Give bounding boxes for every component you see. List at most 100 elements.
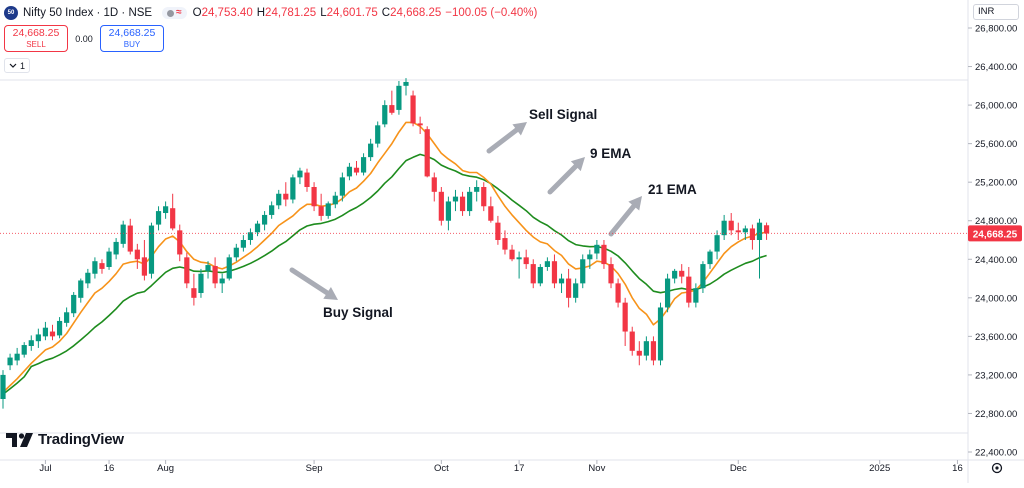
- candle: [148, 222, 155, 279]
- candle-body: [134, 249, 140, 260]
- candle-body: [396, 85, 402, 110]
- candle-body: [657, 307, 664, 361]
- candle: [240, 235, 246, 252]
- candle-body: [49, 331, 56, 337]
- candle: [184, 252, 190, 289]
- candle-body: [360, 157, 367, 173]
- price-tick-label: 22,800.00: [975, 409, 1017, 420]
- candle-body: [382, 105, 388, 125]
- candle: [594, 240, 600, 260]
- sell-signal-arrow: [486, 122, 527, 154]
- candle-body: [64, 312, 70, 323]
- candle-body: [615, 283, 621, 303]
- candle: [580, 254, 586, 289]
- candle-body: [42, 327, 49, 337]
- candle: [467, 187, 473, 216]
- candle-body: [7, 357, 13, 366]
- candle-body: [184, 257, 190, 284]
- candle: [261, 211, 268, 231]
- symbol-title[interactable]: Nifty 50 Index · 1D · NSE: [23, 7, 153, 19]
- gear-hub: [995, 466, 999, 470]
- candle: [657, 302, 664, 366]
- market-status[interactable]: ≈: [162, 7, 187, 19]
- candle: [233, 243, 239, 262]
- candle: [551, 254, 558, 289]
- ema21-arrow-shaft: [608, 203, 637, 237]
- candle: [693, 283, 699, 308]
- gear-ring: [991, 462, 1003, 474]
- time-tick-label: 17: [514, 463, 525, 474]
- buy-signal-arrow-shaft: [289, 267, 330, 296]
- tradingview-logo[interactable]: TradingView: [6, 431, 124, 448]
- candle: [332, 191, 338, 209]
- candle: [403, 78, 409, 96]
- candle: [290, 174, 296, 204]
- candle: [763, 222, 770, 240]
- candle-body: [452, 196, 459, 202]
- tradingview-logo-icon: [6, 432, 33, 447]
- candle-body: [368, 143, 374, 158]
- ema21-label: 21 EMA: [648, 182, 697, 197]
- candle-body: [537, 266, 543, 284]
- candle-body: [28, 340, 34, 346]
- candle-body: [728, 220, 734, 231]
- price-tick-label: 24,000.00: [975, 293, 1017, 304]
- candle: [410, 90, 416, 127]
- candle-body: [410, 95, 416, 124]
- candle: [636, 341, 642, 366]
- candle: [643, 336, 649, 361]
- price-change: −100.05 (−0.40%): [445, 7, 538, 19]
- last-price-badge: [968, 225, 1022, 242]
- candle-body: [636, 350, 642, 356]
- time-axis-group: Jul 16 Aug Sep Oct 17 Nov Dec 2025 16: [39, 460, 1003, 474]
- candle: [417, 116, 423, 134]
- candle: [85, 268, 91, 289]
- symbol-logo-icon[interactable]: 50: [4, 6, 18, 20]
- candle: [163, 201, 169, 219]
- candle-body: [198, 273, 204, 293]
- ema21-line-group: [2, 153, 767, 395]
- candle-body: [233, 247, 239, 258]
- candle: [346, 162, 353, 181]
- ema21-line: [2, 153, 767, 395]
- candle: [56, 317, 63, 339]
- candle-body: [120, 224, 126, 244]
- candle-body: [92, 261, 98, 274]
- sell-button[interactable]: 24,668.25 SELL: [4, 25, 68, 52]
- candle-body: [587, 254, 593, 260]
- price-tick-label: 22,400.00: [975, 448, 1017, 459]
- candle-body: [650, 341, 657, 361]
- candle: [488, 196, 494, 223]
- candle-body: [261, 214, 268, 225]
- candle-body: [163, 206, 169, 214]
- candle-body: [170, 208, 176, 229]
- spread-value: 0.00: [75, 33, 93, 44]
- candle: [276, 189, 282, 210]
- price-tick-label: 26,000.00: [975, 101, 1017, 112]
- candle-body: [594, 244, 600, 254]
- candle-body: [707, 251, 713, 265]
- ohlc-open-key: O: [192, 7, 202, 19]
- candle: [495, 215, 501, 245]
- time-tick-label: Aug: [157, 463, 174, 474]
- buy-button[interactable]: 24,668.25 BUY: [100, 25, 164, 52]
- candle: [113, 238, 119, 260]
- currency-selector[interactable]: INR: [973, 4, 1019, 20]
- indicator-collapse-button[interactable]: 1: [4, 58, 30, 73]
- candle-body: [580, 259, 586, 284]
- candle-body: [339, 177, 345, 196]
- time-tick-label: Nov: [588, 463, 605, 474]
- ohlc-high-key: H: [256, 7, 266, 19]
- candle: [615, 278, 621, 308]
- candle: [254, 220, 261, 237]
- candle-body: [375, 125, 381, 144]
- candle: [537, 264, 543, 287]
- candle-body: [191, 288, 197, 298]
- candle-body: [283, 193, 289, 200]
- candle-body: [304, 172, 310, 187]
- last-price-label: 24,668.25: [973, 229, 1018, 240]
- ohlc-close-key: C: [381, 7, 391, 19]
- candle-body: [205, 265, 211, 271]
